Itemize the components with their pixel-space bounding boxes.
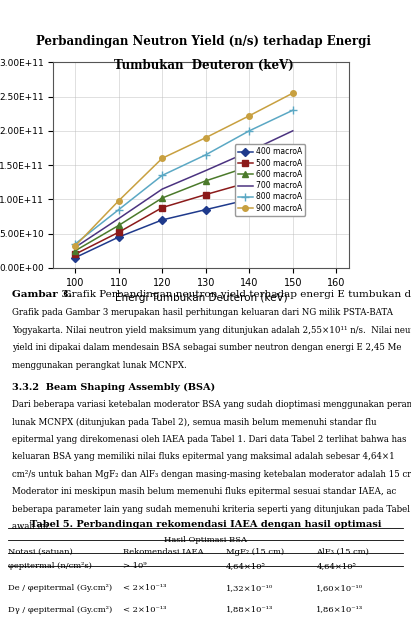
700 macroA [247,148,252,155]
Text: menggunakan perangkat lunak MCNPX.: menggunakan perangkat lunak MCNPX. [12,361,187,369]
600 macroA [247,163,252,170]
Text: Notasi (satuan): Notasi (satuan) [8,548,73,556]
Line: 600 macroA: 600 macroA [72,151,296,254]
Text: 1,86×10⁻¹³: 1,86×10⁻¹³ [316,606,364,614]
600 macroA [116,222,121,229]
600 macroA [160,194,165,202]
Text: beberapa parameter lain yang sudah memenuhi kriteria seperti yang ditunjukan pad: beberapa parameter lain yang sudah memen… [12,505,411,513]
Text: lunak MCNPX (ditunjukan pada Tabel 2), semua masih belum memenuhi standar flu: lunak MCNPX (ditunjukan pada Tabel 2), s… [12,417,377,427]
Text: 1,60×10⁻¹⁰: 1,60×10⁻¹⁰ [316,584,364,592]
Text: AlF₃ (15 cm): AlF₃ (15 cm) [316,548,369,556]
500 macroA [116,229,121,236]
Text: Tabel 5. Perbandingan rekomendasi IAEA dengan hasil optimasi: Tabel 5. Perbandingan rekomendasi IAEA d… [30,520,381,529]
Text: Hasil Optimasi BSA: Hasil Optimasi BSA [164,536,247,544]
Line: 400 macroA: 400 macroA [72,186,296,260]
700 macroA [73,244,78,251]
900 macroA [290,90,295,97]
800 macroA [160,172,165,179]
900 macroA [203,134,208,141]
Text: Dari beberapa variasi ketebalan moderator BSA yang sudah dioptimasi menggunakan : Dari beberapa variasi ketebalan moderato… [12,400,411,409]
400 macroA [203,206,208,214]
Text: 4,64×10⁵: 4,64×10⁵ [316,562,356,570]
900 macroA [73,242,78,250]
Text: 3.3.2  Beam Shaping Assembly (BSA): 3.3.2 Beam Shaping Assembly (BSA) [12,383,215,392]
800 macroA [247,127,252,135]
Text: Dγ / φepitermal (Gy.cm²): Dγ / φepitermal (Gy.cm²) [8,606,113,614]
700 macroA [160,186,165,193]
900 macroA [116,197,121,204]
700 macroA [116,215,121,222]
900 macroA [160,155,165,162]
Text: cm²/s untuk bahan MgF₂ dan AlF₃ dengan masing-masing ketebalan moderator adalah : cm²/s untuk bahan MgF₂ dan AlF₃ dengan m… [12,470,411,478]
800 macroA [73,240,78,248]
800 macroA [203,151,208,159]
X-axis label: Energi Tumbukan Deuteron (keV): Energi Tumbukan Deuteron (keV) [115,293,288,303]
Text: epitermal yang direkomenasi oleh IAEA pada Tabel 1. Dari data Tabel 2 terlihat b: epitermal yang direkomenasi oleh IAEA pa… [12,435,407,444]
Text: φepitermal (n/cm²s): φepitermal (n/cm²s) [8,562,92,570]
Line: 700 macroA: 700 macroA [75,131,293,247]
600 macroA [290,151,295,159]
Text: MgF₂ (15 cm): MgF₂ (15 cm) [226,548,284,556]
Text: < 2×10⁻¹³: < 2×10⁻¹³ [123,606,167,614]
Text: Moderator ini meskipun masih belum memenuhi fluks epitermal sesuai standar IAEA,: Moderator ini meskipun masih belum memen… [12,487,397,496]
500 macroA [73,250,78,258]
Text: Grafik pada Gambar 3 merupakan hasil perhitungan keluaran dari NG milik PSTA-BAT: Grafik pada Gambar 3 merupakan hasil per… [12,308,393,317]
Line: 900 macroA: 900 macroA [72,90,296,249]
Text: Yogyakarta. Nilai neutron yield maksimum yang ditunjukan adalah 2,55×10¹¹ n/s.  : Yogyakarta. Nilai neutron yield maksimum… [12,326,411,335]
800 macroA [116,206,121,214]
Text: Tumbukan  Deuteron (keV): Tumbukan Deuteron (keV) [113,59,293,72]
600 macroA [73,247,78,255]
600 macroA [203,177,208,184]
700 macroA [290,127,295,135]
400 macroA [247,196,252,203]
Text: 1,32×10⁻¹⁰: 1,32×10⁻¹⁰ [226,584,273,592]
900 macroA [247,112,252,120]
Text: Gambar 3.: Gambar 3. [12,290,73,298]
400 macroA [160,216,165,224]
Legend: 400 macroA, 500 macroA, 600 macroA, 700 macroA, 800 macroA, 900 macroA: 400 macroA, 500 macroA, 600 macroA, 700 … [235,145,305,216]
400 macroA [116,234,121,241]
500 macroA [247,179,252,186]
500 macroA [203,191,208,198]
Line: 500 macroA: 500 macroA [72,168,296,257]
400 macroA [73,254,78,262]
400 macroA [290,186,295,193]
Text: keluaran BSA yang memiliki nilai fluks epitermal yang maksimal adalah sebesar 4,: keluaran BSA yang memiliki nilai fluks e… [12,452,395,461]
Text: Grafik Perbandingan neutron yield terhadap energi E tumbukan deuteron: Grafik Perbandingan neutron yield terhad… [60,290,411,298]
Text: yield ini dipakai dalam mendesain BSA sebagai sumber neutron dengan energi E 2,4: yield ini dipakai dalam mendesain BSA se… [12,343,402,352]
Text: Rekomendasi IAEA: Rekomendasi IAEA [123,548,204,556]
Text: Perbandingan Neutron Yield (n/s) terhadap Energi: Perbandingan Neutron Yield (n/s) terhada… [36,35,371,48]
500 macroA [290,167,295,174]
Text: < 2×10⁻¹³: < 2×10⁻¹³ [123,584,167,592]
700 macroA [203,167,208,174]
Text: awah ini.: awah ini. [12,522,51,531]
800 macroA [290,107,295,114]
500 macroA [160,204,165,211]
Text: > 10⁹: > 10⁹ [123,562,147,570]
Line: 800 macroA: 800 macroA [71,106,297,248]
Text: De / φepitermal (Gy.cm²): De / φepitermal (Gy.cm²) [8,584,112,592]
Text: 1,88×10⁻¹³: 1,88×10⁻¹³ [226,606,273,614]
Text: 4,64×10⁵: 4,64×10⁵ [226,562,266,570]
